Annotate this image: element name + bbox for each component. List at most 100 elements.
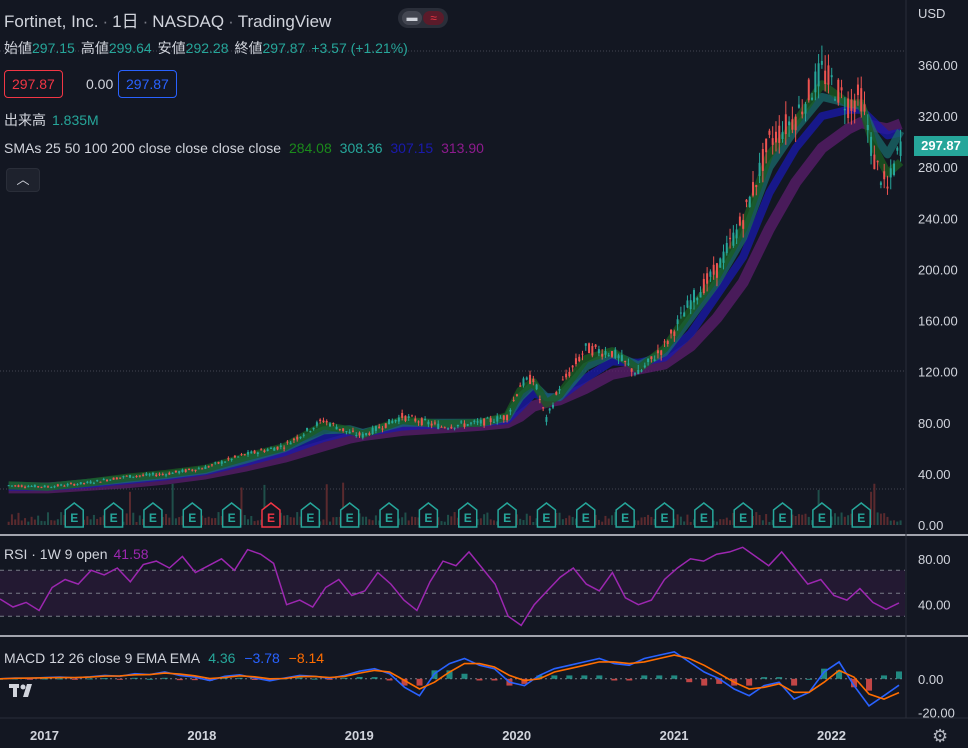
candle-body xyxy=(161,474,164,476)
macd-legend[interactable]: MACD 12 26 close 9 EMA EMA 4.36 −3.78 −8… xyxy=(4,650,324,666)
candle-body xyxy=(289,442,292,445)
candle-body xyxy=(584,343,587,346)
candle-body xyxy=(165,474,168,476)
volume-bar xyxy=(279,512,282,525)
symbol-name[interactable]: Fortinet, Inc. xyxy=(4,12,99,31)
earnings-icon xyxy=(457,502,478,528)
candle-body xyxy=(778,125,781,143)
earnings-letter: E xyxy=(818,511,826,525)
candle-body xyxy=(502,415,505,420)
candle-body xyxy=(148,474,151,476)
volume-bar xyxy=(168,517,171,525)
candle-body xyxy=(840,87,843,91)
volume-bar xyxy=(883,513,886,525)
volume-bar xyxy=(335,517,338,525)
earnings-letter: E xyxy=(385,511,393,525)
earnings-marker: E xyxy=(772,502,793,528)
volume-bar xyxy=(243,515,246,525)
volume-bar xyxy=(253,521,256,525)
volume-bar xyxy=(289,517,292,525)
earnings-icon xyxy=(418,502,439,528)
interval[interactable]: 1日 xyxy=(112,12,139,31)
chart-mode-toggle[interactable]: ▬ ≈ xyxy=(398,8,448,28)
candle-body xyxy=(388,419,391,425)
candle-body xyxy=(578,356,581,362)
rsi-legend[interactable]: RSI · 1W 9 open 41.58 xyxy=(4,546,149,562)
volume-bar xyxy=(30,516,33,525)
buy-price-button[interactable]: 297.87 xyxy=(118,70,177,98)
volume-bar xyxy=(263,484,266,525)
macd-histogram-bar xyxy=(821,668,828,679)
volume-bar xyxy=(27,521,30,525)
candle-body xyxy=(158,473,161,475)
candle-body xyxy=(870,136,873,156)
candle-body xyxy=(250,451,253,454)
candle-body xyxy=(558,388,561,391)
volume-legend[interactable]: 出来高 1.835M xyxy=(4,110,99,130)
macd-histogram-bar xyxy=(791,678,798,686)
macd-histogram-bar xyxy=(266,678,273,681)
candle-body xyxy=(40,486,43,488)
volume-bar xyxy=(686,514,689,525)
volume-bar xyxy=(574,518,577,525)
candle-body xyxy=(679,312,682,314)
macd-signal-line xyxy=(0,654,900,700)
volume-bar xyxy=(755,512,758,525)
volume-bar xyxy=(204,517,207,525)
candle-body xyxy=(171,472,174,474)
open-label: 始値 xyxy=(4,40,32,56)
candle-body xyxy=(220,461,223,464)
volume-bar xyxy=(450,516,453,525)
collapse-legend-button[interactable]: ︿ xyxy=(6,168,40,192)
sma100-value: 307.15 xyxy=(390,140,434,156)
price-tick-label: 280.00 xyxy=(918,160,958,175)
gear-icon[interactable]: ⚙ xyxy=(932,726,949,746)
volume-bar xyxy=(142,518,145,525)
candle-body xyxy=(99,481,102,483)
earnings-marker: E xyxy=(182,502,203,528)
candle-body xyxy=(73,483,76,486)
candle-body xyxy=(824,70,827,85)
candle-body xyxy=(76,484,79,486)
volume-bar xyxy=(286,515,289,525)
earnings-marker: E xyxy=(536,502,557,528)
earnings-marker: E xyxy=(418,502,439,528)
candle-body xyxy=(424,418,427,420)
candle-body xyxy=(715,263,718,278)
time-tick-label: 2021 xyxy=(660,728,689,743)
earnings-icon xyxy=(576,502,596,528)
earnings-letter: E xyxy=(739,511,747,525)
volume-bar xyxy=(886,516,889,525)
candle-body xyxy=(519,385,522,387)
sell-price-button[interactable]: 297.87 xyxy=(4,70,63,98)
volume-bar xyxy=(811,520,814,525)
candle-body xyxy=(847,98,850,119)
volume-bar xyxy=(529,515,532,525)
candle-body xyxy=(361,433,364,438)
volume-bar xyxy=(14,519,17,525)
candle-body xyxy=(843,108,846,111)
candle-body xyxy=(230,458,233,461)
wave-icon[interactable]: ≈ xyxy=(423,11,444,25)
candle-body xyxy=(463,423,466,427)
candle-body xyxy=(597,349,600,354)
tradingview-logo[interactable] xyxy=(8,680,38,702)
volume-bar xyxy=(217,512,220,525)
macd-histogram-bar xyxy=(551,675,558,679)
minus-icon[interactable]: ▬ xyxy=(402,11,422,25)
volume-bar xyxy=(20,520,23,525)
macd-histogram-bar xyxy=(386,678,393,681)
volume-bar xyxy=(96,518,99,525)
volume-bar xyxy=(181,515,184,525)
volume-bar xyxy=(102,515,105,525)
macd-histogram-bar xyxy=(401,678,408,686)
volume-bar xyxy=(483,514,486,525)
candle-body xyxy=(227,458,230,460)
volume-bar xyxy=(443,521,446,525)
candle-body xyxy=(17,485,20,487)
time-tick-label: 2022 xyxy=(817,728,846,743)
sma-legend[interactable]: SMAs 25 50 100 200 close close close clo… xyxy=(4,140,484,156)
currency-label[interactable]: USD xyxy=(918,6,946,21)
